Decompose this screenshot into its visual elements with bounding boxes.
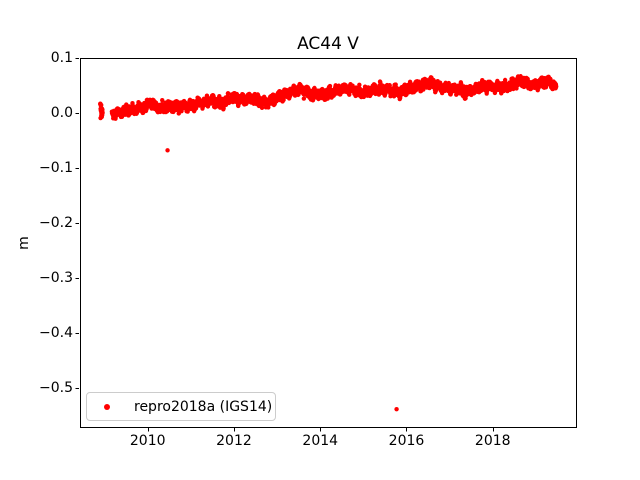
chart-title: AC44 V (297, 34, 359, 54)
y-tick-label: −0.5 (39, 379, 73, 396)
y-tick-label: −0.4 (39, 324, 73, 341)
x-tick-label: 2012 (216, 433, 252, 449)
y-tick-label: −0.1 (39, 159, 73, 176)
x-tick-label: 2016 (388, 433, 425, 449)
x-tick-label: 2018 (474, 433, 511, 449)
y-tick-label: −0.3 (39, 269, 73, 286)
y-axis-label-text: m (16, 236, 32, 250)
y-tick-label: 0.1 (50, 50, 73, 66)
legend: repro2018a (IGS14) (86, 392, 276, 421)
y-tick-label: −0.2 (39, 214, 73, 231)
legend-point-marker-icon (104, 403, 110, 410)
x-tick-label: 2014 (302, 433, 339, 449)
x-tick-label: 2010 (129, 433, 166, 449)
y-tick-label: 0.0 (50, 104, 73, 121)
legend-label: repro2018a (IGS14) (134, 398, 273, 415)
